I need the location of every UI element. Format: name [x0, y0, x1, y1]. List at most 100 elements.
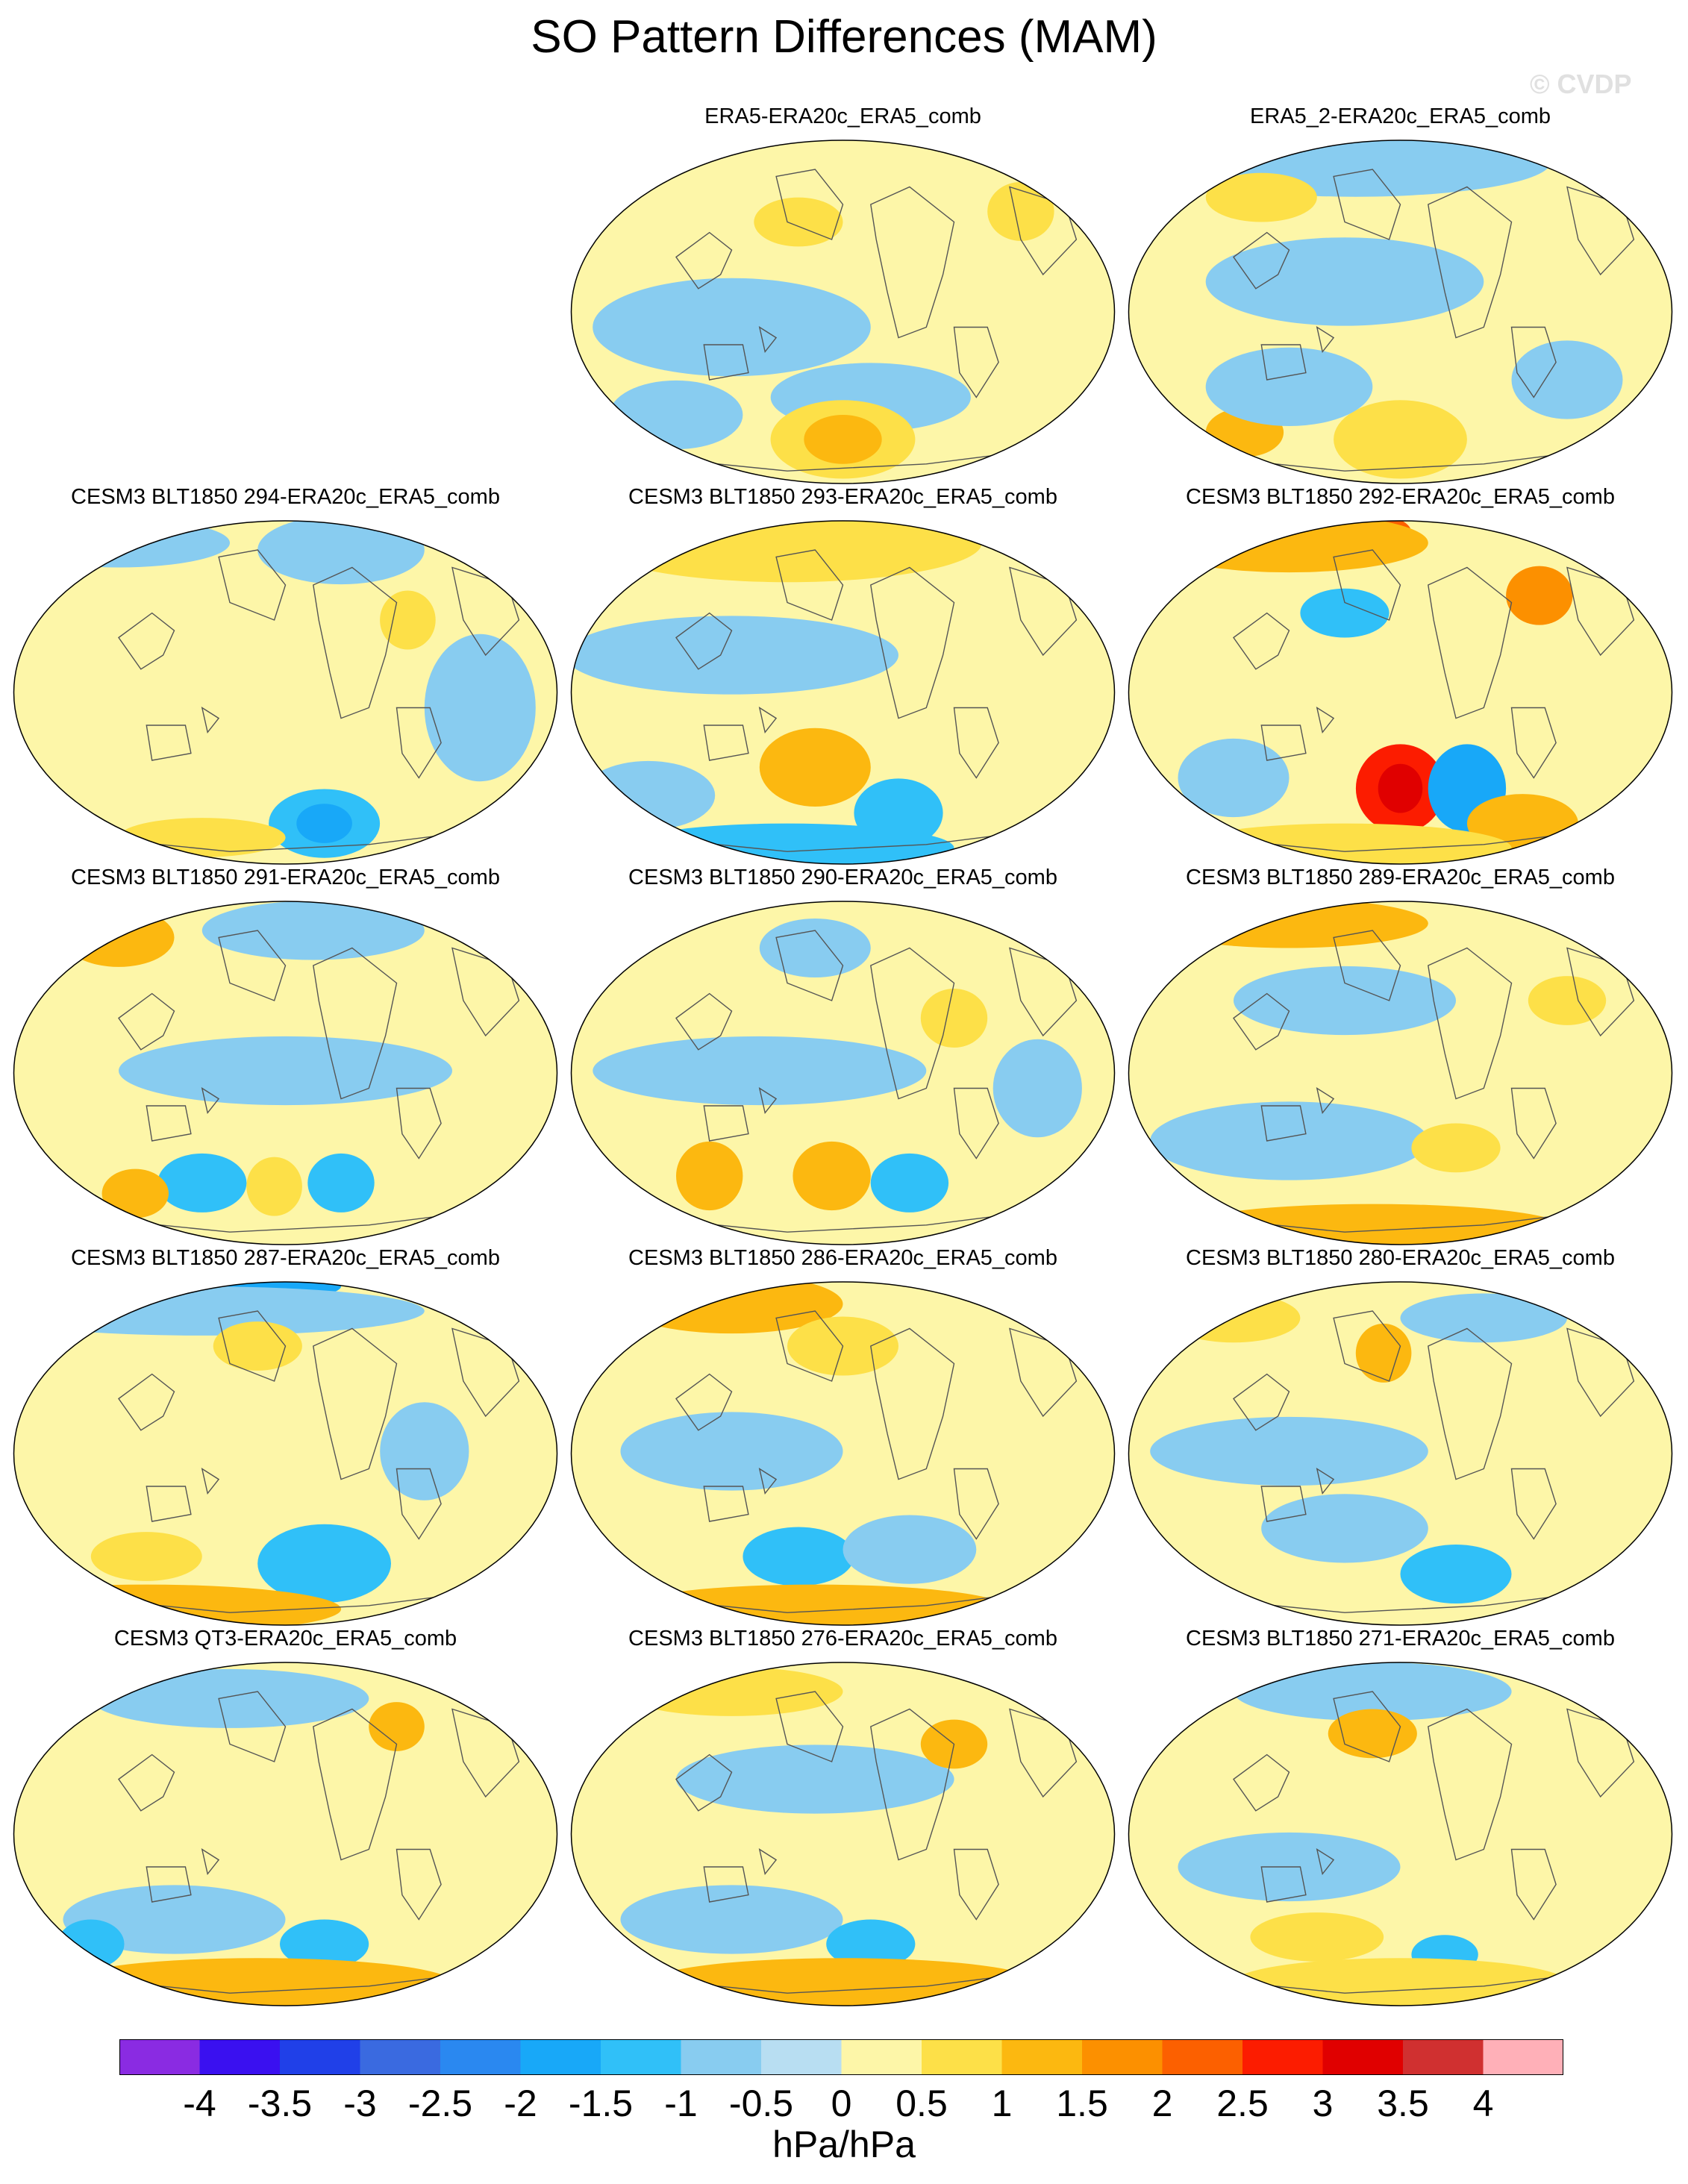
panel-title: CESM3 BLT1850 289-ERA20c_ERA5_comb	[1186, 866, 1615, 889]
anomaly-contour	[1150, 1416, 1428, 1486]
anomaly-contour	[1178, 738, 1290, 818]
coastline	[1316, 1087, 1335, 1114]
anomaly-contour	[246, 1157, 302, 1216]
coastline	[396, 1848, 442, 1921]
anomaly-contour	[296, 804, 352, 843]
anomaly-contour	[1300, 588, 1390, 638]
map-panel: CESM3 BLT1850 286-ERA20c_ERA5_comb	[565, 1246, 1121, 1634]
coastline	[1428, 947, 1513, 1100]
coastline	[953, 326, 999, 398]
map-panel: CESM3 BLT1850 293-ERA20c_ERA5_comb	[565, 485, 1121, 873]
coastline	[1316, 1848, 1335, 1875]
anomaly-contour	[1205, 237, 1484, 326]
map-background	[1128, 1662, 1672, 2006]
anomaly-contour	[157, 1153, 247, 1213]
coastline	[758, 1087, 778, 1114]
anomaly-contour	[119, 1036, 452, 1106]
anomaly-contour	[759, 919, 871, 977]
colorbar-tick-label: -2	[504, 2083, 537, 2124]
colorbar-swatch	[1082, 2039, 1163, 2075]
coastline	[146, 1486, 192, 1522]
coastline	[1260, 1866, 1307, 1903]
anomaly-contour	[1506, 566, 1573, 625]
coastline	[118, 992, 175, 1051]
colorbar-tick-label: 3.5	[1377, 2083, 1429, 2124]
coastline	[1333, 169, 1401, 240]
coastline	[953, 707, 999, 779]
panel-title: CESM3 BLT1850 291-ERA20c_ERA5_comb	[71, 866, 500, 889]
colorbar-tick-label: -3	[343, 2083, 377, 2124]
coastline	[1333, 549, 1401, 621]
coastline	[758, 1468, 778, 1495]
anomaly-contour	[257, 521, 425, 585]
map-panel: CESM3 BLT1850 287-ERA20c_ERA5_comb	[7, 1246, 563, 1634]
panel-title: CESM3 QT3-ERA20c_ERA5_comb	[113, 1627, 457, 1650]
map-border	[1128, 140, 1673, 484]
anomaly-contour	[676, 1141, 743, 1211]
colorbar-tick-label: 2	[1151, 2083, 1173, 2124]
anomaly-contour	[571, 616, 898, 695]
anomaly-contour	[1150, 901, 1428, 948]
world-map	[13, 901, 558, 1245]
panel-title: CESM3 BLT1850 287-ERA20c_ERA5_comb	[71, 1246, 500, 1270]
anomaly-contour	[920, 989, 988, 1048]
anomaly-contour	[993, 1039, 1082, 1138]
coastline	[703, 1866, 749, 1903]
anomaly-contour	[90, 1532, 202, 1581]
coastline	[675, 612, 733, 670]
colorbar-tick-label: -3.5	[247, 2083, 313, 2124]
map-panel: CESM3 BLT1850 291-ERA20c_ERA5_comb	[7, 866, 563, 1254]
coastline	[1233, 992, 1290, 1051]
coastline	[675, 1373, 733, 1431]
world-map	[570, 140, 1116, 484]
colorbar-tick-label: -4	[183, 2083, 216, 2124]
colorbar-swatch	[922, 2039, 1002, 2075]
colorbar-tick-label: -1	[664, 2083, 698, 2124]
coastline	[953, 1848, 999, 1921]
anomaly-contour	[1328, 1709, 1417, 1759]
anomaly-contour	[1528, 976, 1607, 1025]
panel-title: CESM3 BLT1850 293-ERA20c_ERA5_comb	[628, 485, 1057, 509]
coastline	[1333, 1310, 1401, 1382]
map-border	[1128, 901, 1673, 1245]
coastline	[1428, 1327, 1513, 1480]
coastline	[218, 930, 287, 1001]
coastline	[758, 1848, 778, 1875]
map-border	[1128, 520, 1673, 865]
anomaly-contour	[1234, 966, 1456, 1036]
world-map	[570, 1281, 1116, 1626]
colorbar-tick-label: -1.5	[568, 2083, 634, 2124]
world-map	[13, 520, 558, 865]
coastline	[703, 1105, 749, 1142]
coastline	[396, 1087, 442, 1160]
coastline	[1510, 707, 1557, 779]
anomaly-contour	[57, 1919, 125, 1969]
coastline	[146, 725, 192, 761]
map-panel: CESM3 BLT1850 276-ERA20c_ERA5_comb	[565, 1627, 1121, 2015]
world-map	[13, 1662, 558, 2006]
colorbar-swatch	[601, 2039, 681, 2075]
map-border	[13, 1662, 558, 2006]
colorbar-tick-label: 2.5	[1216, 2083, 1269, 2124]
coastline	[675, 231, 733, 290]
map-panel: CESM3 BLT1850 289-ERA20c_ERA5_comb	[1122, 866, 1678, 1254]
coastline	[1510, 1468, 1557, 1540]
colorbar-swatch	[360, 2039, 441, 2075]
anomaly-contour	[1234, 1958, 1567, 2006]
anomaly-contour	[1250, 1912, 1384, 1962]
map-border	[570, 140, 1116, 484]
coastline	[313, 1327, 398, 1480]
coastline	[218, 1691, 287, 1762]
anomaly-contour	[1378, 763, 1423, 813]
anomaly-contour	[1511, 340, 1623, 419]
panel-title: CESM3 BLT1850 292-ERA20c_ERA5_comb	[1186, 485, 1615, 509]
map-border	[570, 1662, 1116, 2006]
coastline	[1233, 612, 1290, 670]
colorbar-swatch	[1242, 2039, 1323, 2075]
anomaly-contour	[609, 380, 743, 450]
colorbar-tick-label: -0.5	[728, 2083, 794, 2124]
colorbar-swatch	[280, 2039, 360, 2075]
coastline	[1428, 186, 1513, 339]
world-map	[1128, 520, 1673, 865]
coastline	[313, 1708, 398, 1861]
